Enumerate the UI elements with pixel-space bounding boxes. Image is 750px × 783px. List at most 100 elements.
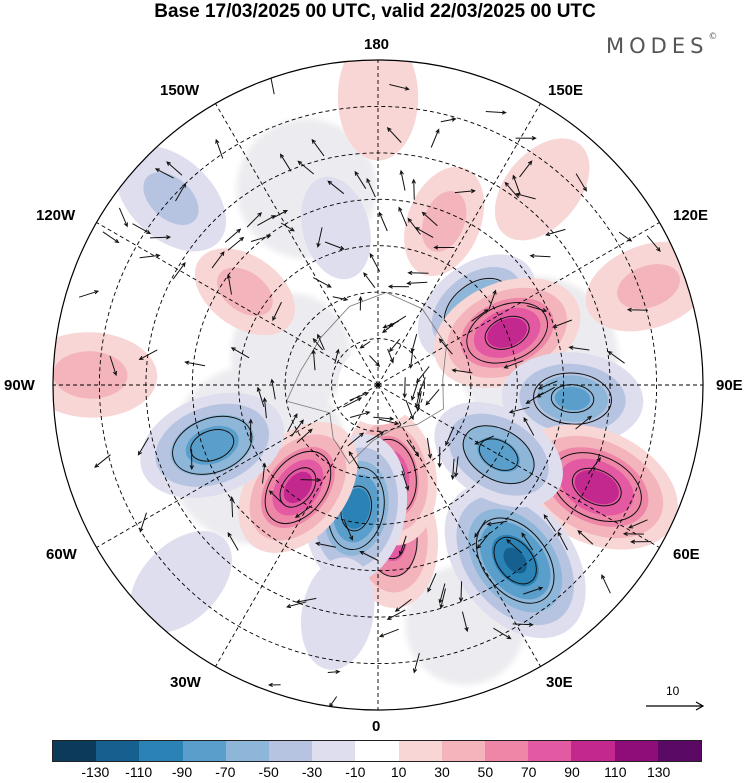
wind-arrow — [317, 333, 325, 351]
wind-arrow — [229, 496, 235, 518]
wind-arrow — [406, 439, 420, 458]
wind-arrow — [132, 223, 151, 235]
wind-arrow — [285, 601, 307, 609]
wind-arrow — [568, 345, 590, 351]
wind-arrow — [300, 477, 322, 483]
wind-arrow — [545, 228, 566, 237]
lon-label-60w: 60W — [46, 546, 77, 563]
reference-vector: 10 — [646, 684, 706, 714]
wind-arrow — [521, 532, 534, 551]
wind-arrow — [474, 519, 487, 538]
anomaly-contour — [503, 547, 527, 574]
wind-arrow — [268, 490, 285, 506]
height-contour — [550, 384, 595, 414]
height-contour — [478, 438, 519, 471]
wind-arrow — [227, 236, 245, 251]
wind-arrow — [525, 392, 544, 405]
wind-arrow — [311, 349, 316, 371]
height-contour — [466, 302, 548, 364]
height-contour — [493, 536, 537, 585]
wind-arrow — [139, 253, 161, 259]
height-contour — [571, 467, 622, 507]
latitude-circle — [331, 338, 425, 432]
wind-arrow — [109, 355, 118, 377]
lon-label-150e: 150E — [548, 82, 584, 99]
wind-arrow — [250, 234, 272, 242]
lon-label-90e: 90E — [716, 377, 743, 394]
wind-arrow — [394, 598, 412, 612]
anomaly-contour — [301, 176, 371, 280]
wind-arrow — [262, 397, 268, 419]
wind-arrow — [248, 418, 253, 440]
wind-arrow — [315, 541, 336, 548]
reference-vector-label: 10 — [666, 684, 680, 698]
colorbar-swatch — [657, 741, 702, 761]
wind-vector-layer — [78, 73, 661, 708]
copyright-mark: © — [708, 32, 718, 42]
height-contour — [484, 315, 530, 350]
positive-anomaly — [404, 166, 485, 277]
anomaly-contour — [342, 488, 371, 529]
wind-arrow — [523, 417, 535, 436]
wind-arrow — [347, 432, 365, 447]
wind-arrow — [373, 416, 395, 421]
brand-name: MODES — [606, 34, 709, 58]
meridian-line — [215, 103, 379, 386]
wind-arrow — [416, 366, 430, 384]
wind-arrow — [493, 627, 512, 640]
wind-arrow — [378, 628, 399, 638]
wind-arrow — [359, 341, 371, 349]
colorbar-tick-label: 110 — [604, 764, 627, 780]
wind-arrow — [311, 138, 325, 157]
wind-arrow — [630, 539, 652, 544]
wind-arrow — [257, 215, 276, 226]
wind-arrow — [359, 550, 379, 561]
wind-arrow — [575, 173, 587, 192]
wind-arrow — [334, 348, 340, 364]
wind-arrow — [488, 289, 497, 310]
colorbar-swatch — [139, 741, 183, 761]
wind-arrow — [137, 437, 150, 456]
wind-arrow — [382, 320, 399, 329]
wind-arrow — [366, 431, 385, 443]
wind-arrow — [226, 273, 232, 295]
wind-arrow — [369, 355, 381, 367]
wind-arrow — [607, 350, 625, 364]
wind-arrow — [387, 348, 394, 364]
wind-arrow — [425, 389, 440, 406]
lon-label-150w: 150W — [160, 82, 200, 99]
meridian-line — [96, 222, 379, 386]
colorbar-tick-label: -110 — [125, 764, 153, 780]
wind-arrow — [454, 188, 476, 194]
meridian-line — [377, 384, 541, 667]
wind-arrow — [628, 519, 648, 529]
wind-arrow — [230, 347, 250, 359]
wind-arrow — [175, 182, 187, 202]
wind-arrow — [646, 235, 661, 252]
height-contour — [264, 450, 332, 524]
meridian-line — [377, 222, 660, 386]
wind-arrow — [587, 456, 601, 475]
wind-arrow — [398, 206, 408, 227]
wind-arrow — [485, 110, 507, 115]
wind-arrow — [402, 377, 407, 399]
wind-arrow — [272, 209, 289, 219]
anomaly-contour — [494, 138, 590, 241]
wind-arrow — [512, 174, 521, 195]
wind-arrow — [78, 290, 100, 298]
wind-arrow — [508, 406, 530, 414]
meridian-line — [377, 103, 541, 386]
wind-arrow — [327, 180, 345, 195]
wind-arrow — [154, 168, 174, 179]
wind-arrow — [358, 295, 363, 311]
colorbar-tick-label: 70 — [520, 764, 537, 780]
wind-arrow — [349, 411, 371, 418]
wind-arrow — [536, 386, 555, 398]
brand-logo: MODES© — [606, 32, 718, 58]
wind-arrow — [454, 456, 459, 478]
colorbar-tick-label: 30 — [434, 764, 450, 780]
positive-anomaly — [515, 424, 678, 550]
wind-arrow — [387, 284, 410, 289]
wind-arrow — [407, 270, 429, 276]
lon-label-30w: 30W — [170, 674, 201, 691]
